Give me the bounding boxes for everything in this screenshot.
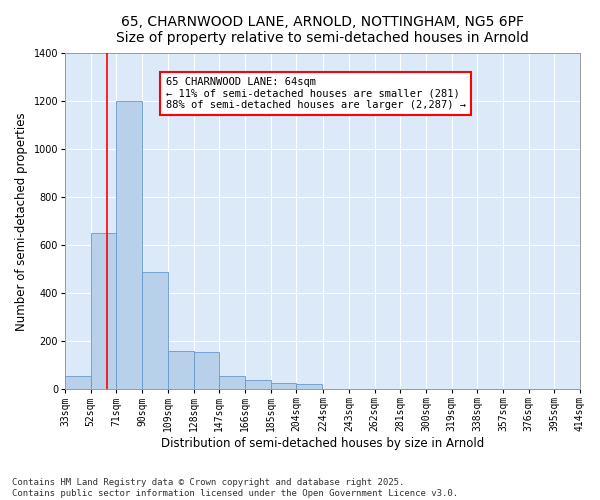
Bar (116, 102, 142, 389)
Bar (271, 384, 296, 389)
Y-axis label: Number of semi-detached properties: Number of semi-detached properties (15, 112, 28, 330)
Bar (91, 234, 116, 389)
Bar (219, 376, 245, 389)
Text: Contains HM Land Registry data © Crown copyright and database right 2025.
Contai: Contains HM Land Registry data © Crown c… (12, 478, 458, 498)
Title: 65, CHARNWOOD LANE, ARNOLD, NOTTINGHAM, NG5 6PF
Size of property relative to sem: 65, CHARNWOOD LANE, ARNOLD, NOTTINGHAM, … (116, 15, 529, 45)
Text: 65 CHARNWOOD LANE: 64sqm
← 11% of semi-detached houses are smaller (281)
88% of : 65 CHARNWOOD LANE: 64sqm ← 11% of semi-d… (166, 77, 466, 110)
Bar (142, 272, 168, 389)
Bar (65, 376, 91, 389)
Bar (194, 352, 219, 389)
Bar (168, 351, 194, 389)
X-axis label: Distribution of semi-detached houses by size in Arnold: Distribution of semi-detached houses by … (161, 437, 484, 450)
Bar (296, 384, 322, 389)
Bar (245, 380, 271, 389)
